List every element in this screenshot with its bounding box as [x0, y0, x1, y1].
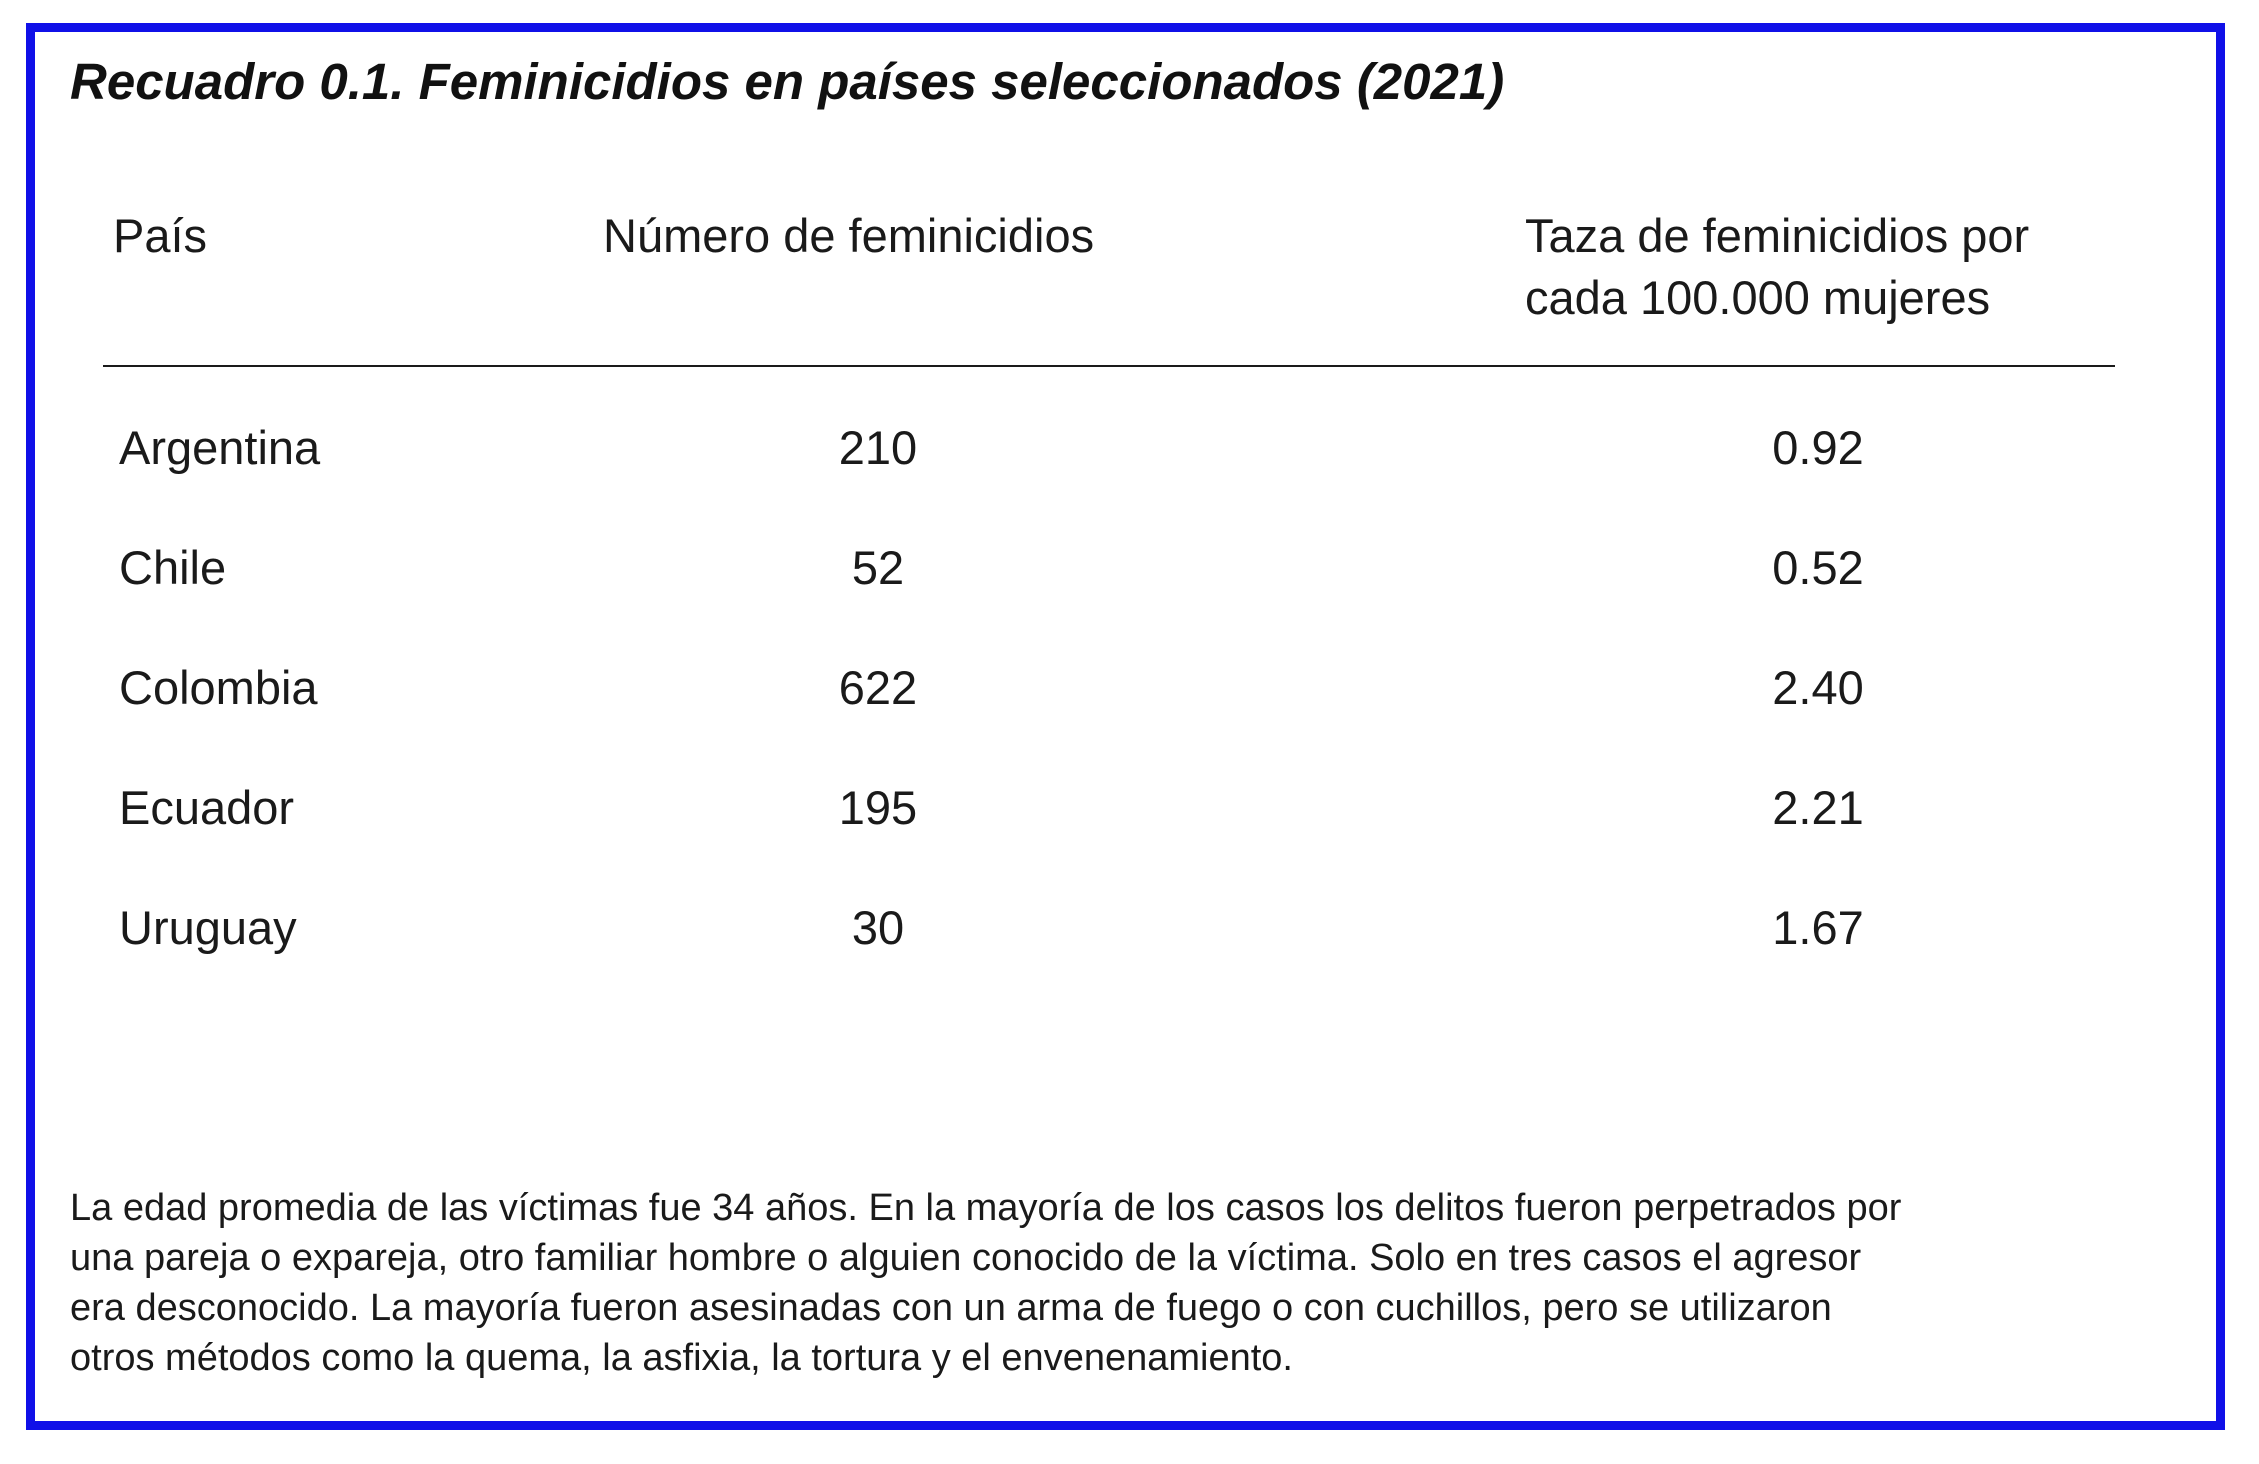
footnote-line: era desconocido. La mayoría fueron asesi…: [70, 1287, 1832, 1329]
header-rule: [103, 365, 2115, 367]
column-header-rate-line1: Taza de feminicidios por: [1525, 209, 2030, 262]
cell-count: 210: [838, 421, 918, 474]
table-row: Argentina 210 0.92: [0, 418, 2259, 478]
column-header-country: País: [113, 209, 208, 262]
cell-country: Argentina: [119, 421, 321, 474]
cell-rate: 0.92: [1772, 421, 1864, 474]
footnote-line: una pareja o expareja, otro familiar hom…: [70, 1237, 1862, 1279]
cell-rate: 0.52: [1772, 541, 1864, 594]
cell-count: 30: [851, 901, 905, 954]
column-header-count: Número de feminicidios: [603, 209, 1095, 262]
cell-rate: 1.67: [1772, 901, 1864, 954]
cell-rate: 2.40: [1772, 661, 1864, 714]
table-row: Ecuador 195 2.21: [0, 778, 2259, 838]
cell-country: Uruguay: [119, 901, 297, 954]
table-row: Uruguay 30 1.67: [0, 898, 2259, 958]
box-frame: [26, 23, 2225, 1430]
table-row: Chile 52 0.52: [0, 538, 2259, 598]
footnote-line: La edad promedia de las víctimas fue 34 …: [70, 1187, 1902, 1229]
footnote-line: otros métodos como la quema, la asfixia,…: [70, 1337, 1293, 1379]
table-row: Colombia 622 2.40: [0, 658, 2259, 718]
cell-country: Colombia: [119, 661, 318, 714]
cell-count: 622: [838, 661, 918, 714]
cell-rate: 2.21: [1772, 781, 1864, 834]
cell-country: Ecuador: [119, 781, 295, 834]
footnote: La edad promedia de las víctimas fue 34 …: [70, 1183, 2200, 1383]
column-header-rate-line2: cada 100.000 mujeres: [1525, 271, 1991, 324]
column-header-rate: Taza de feminicidios por cada 100.000 mu…: [1525, 205, 2165, 329]
cell-count: 195: [838, 781, 918, 834]
cell-count: 52: [851, 541, 905, 594]
box-title: Recuadro 0.1. Feminicidios en países sel…: [70, 53, 1505, 110]
cell-country: Chile: [119, 541, 227, 594]
